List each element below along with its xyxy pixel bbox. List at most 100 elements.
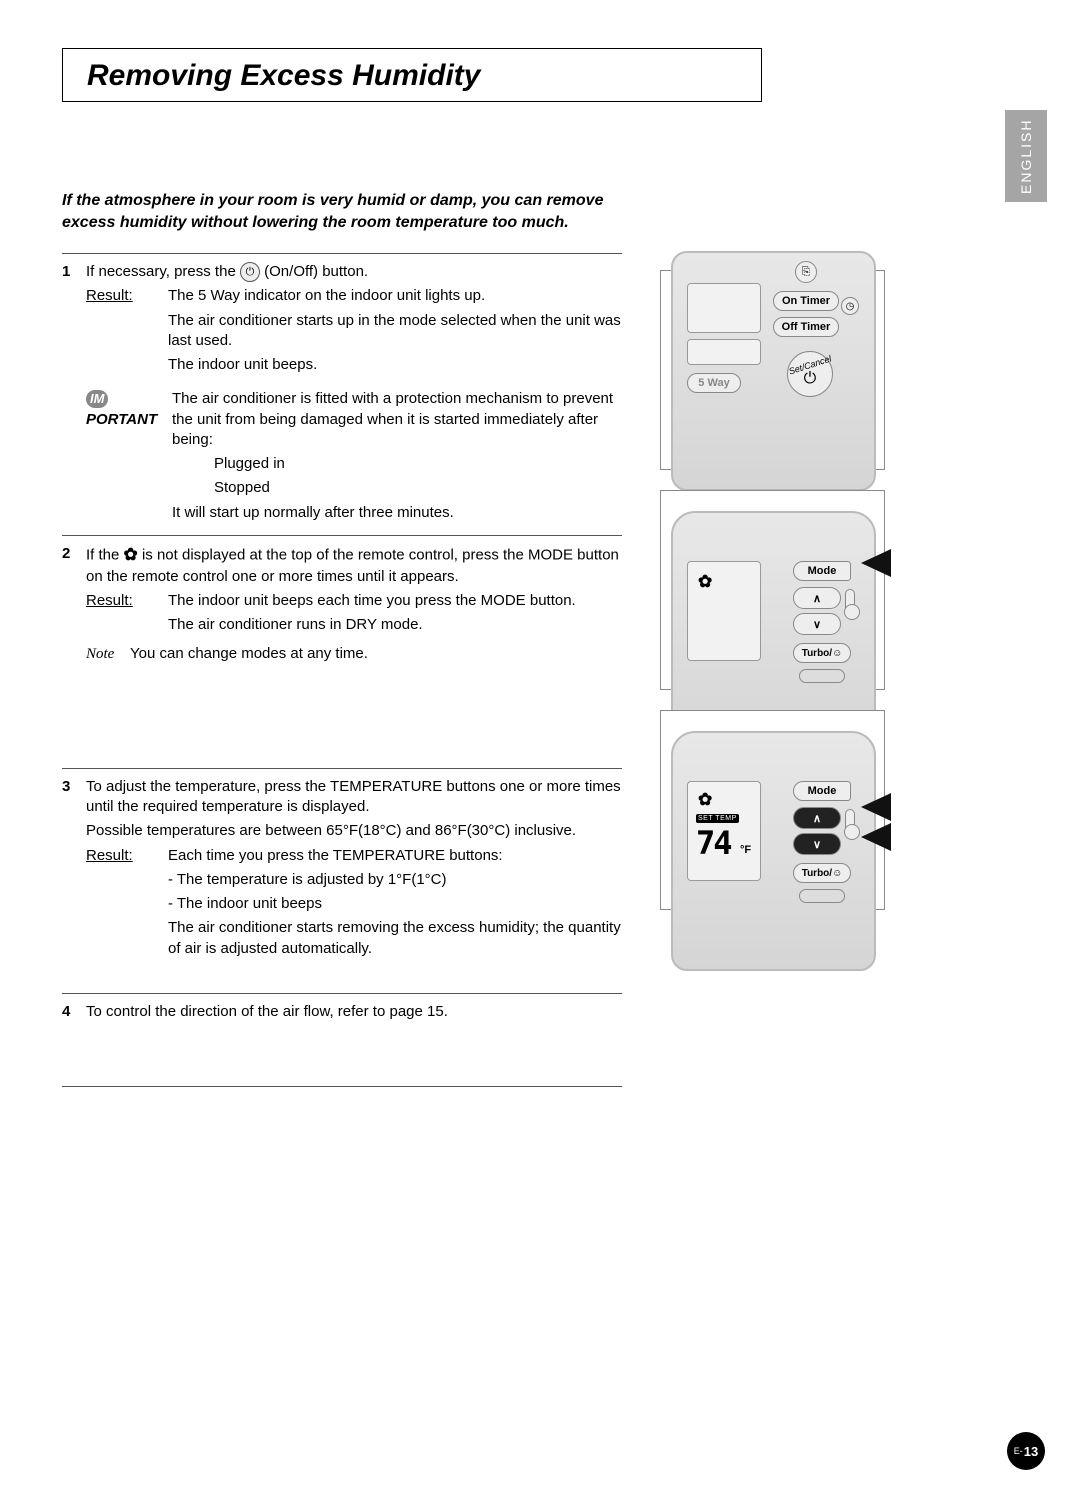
result-label: Result:: [86, 591, 168, 640]
page-number-badge: E-13: [1007, 1432, 1045, 1470]
step-number: 2: [62, 544, 86, 664]
text: The indoor unit beeps.: [168, 355, 622, 375]
text: If the: [86, 546, 119, 563]
mode-button: Mode: [793, 561, 851, 581]
text: Each time you press the TEMPERATURE butt…: [168, 846, 622, 866]
step-number: 3: [62, 777, 86, 963]
remote-body: ✿ SET TEMP 74 °F Mode ∧ ∨ Turbo/☺: [671, 731, 876, 971]
temp-up-button: ∧: [793, 807, 841, 829]
small-button: [799, 669, 845, 683]
pointer-arrow-icon: [861, 823, 891, 851]
remote-display: [687, 339, 761, 365]
manual-page: Removing Excess Humidity ENGLISH If the …: [0, 0, 1080, 1510]
language-tab: ENGLISH: [1005, 110, 1047, 202]
text: - The indoor unit beeps: [168, 894, 622, 914]
step-2: 2 If the ✿ is not displayed at the top o…: [62, 544, 622, 664]
separator: [62, 993, 622, 994]
remote-display: [687, 283, 761, 333]
text: It will start up normally after three mi…: [172, 503, 622, 523]
important-label: IM PORTANT: [70, 389, 172, 527]
step-number: 4: [62, 1002, 86, 1026]
intro-text: If the atmosphere in your room is very h…: [62, 190, 622, 233]
text: Plugged in: [172, 454, 622, 474]
text: - The temperature is adjusted by 1°F(1°C…: [168, 870, 622, 890]
temp-up-button: ∧: [793, 587, 841, 609]
text: PORTANT: [86, 411, 157, 428]
page-title-box: Removing Excess Humidity: [62, 48, 762, 102]
step-body: To control the direction of the air flow…: [86, 1002, 622, 1026]
step2-line: If the ✿ is not displayed at the top of …: [86, 544, 622, 587]
text: The air conditioner starts up in the mod…: [168, 311, 622, 352]
result-row: Result: The indoor unit beeps each time …: [86, 591, 622, 640]
step1-line: If necessary, press the ⏻ (On/Off) butto…: [86, 262, 622, 282]
text: To control the direction of the air flow…: [86, 1002, 622, 1022]
text: To adjust the temperature, press the TEM…: [86, 777, 622, 818]
important-badge-icon: IM: [86, 390, 108, 408]
thermometer-icon: [845, 589, 855, 617]
dry-mode-icon: ✿: [698, 790, 712, 810]
separator: [62, 253, 622, 254]
remote-illustration-2: ✿ Mode ∧ ∨ Turbo/☺: [660, 490, 885, 690]
step-4: 4 To control the direction of the air fl…: [62, 1002, 622, 1026]
set-cancel-power-button: Set/Cancel ⏻: [787, 351, 833, 397]
step-1: 1 If necessary, press the ⏻ (On/Off) but…: [62, 262, 622, 527]
pointer-arrow-icon: [861, 549, 891, 577]
temp-down-button: ∨: [793, 833, 841, 855]
result-label: Result:: [86, 286, 168, 379]
step-body: If the ✿ is not displayed at the top of …: [86, 544, 622, 664]
remote-display: ✿ SET TEMP 74 °F: [687, 781, 761, 881]
text: The indoor unit beeps each time you pres…: [168, 591, 622, 611]
step-body: If necessary, press the ⏻ (On/Off) butto…: [86, 262, 622, 527]
text: Possible temperatures are between 65°F(1…: [86, 821, 622, 841]
remote-display: ✿: [687, 561, 761, 661]
temp-down-button: ∨: [793, 613, 841, 635]
step-3: 3 To adjust the temperature, press the T…: [62, 777, 622, 963]
text: The air conditioner is fitted with a pro…: [172, 389, 622, 450]
step-body: To adjust the temperature, press the TEM…: [86, 777, 622, 963]
mode-button: Mode: [793, 781, 851, 801]
thermometer-icon: [845, 809, 855, 837]
result-text: The indoor unit beeps each time you pres…: [168, 591, 622, 640]
clock-icon: ◷: [841, 297, 859, 315]
turbo-button: Turbo/☺: [793, 643, 851, 663]
remote-illustration-1: 5 Way ⎘ On Timer ◷ Off Timer Set/Cancel …: [660, 270, 885, 470]
page-number: 13: [1024, 1444, 1038, 1459]
pointer-arrow-icon: [861, 793, 891, 821]
temperature-value: 74: [696, 824, 731, 862]
text: The 5 Way indicator on the indoor unit l…: [168, 286, 622, 306]
power-icon: ⏻: [804, 370, 817, 388]
note-text: You can change modes at any time.: [130, 644, 368, 664]
remote-illustration-3: ✿ SET TEMP 74 °F Mode ∧ ∨ Turbo/☺: [660, 710, 885, 910]
five-way-button: 5 Way: [687, 373, 741, 393]
turbo-button: Turbo/☺: [793, 863, 851, 883]
separator: [62, 768, 622, 769]
content-column: If the atmosphere in your room is very h…: [62, 190, 622, 1095]
text: Stopped: [172, 478, 622, 498]
dry-mode-icon: ✿: [698, 572, 712, 592]
set-temp-label: SET TEMP: [696, 814, 739, 823]
result-text: The 5 Way indicator on the indoor unit l…: [168, 286, 622, 379]
text: The air conditioner starts removing the …: [168, 918, 622, 959]
page-prefix: E-: [1014, 1446, 1023, 1456]
note-label: Note: [86, 644, 130, 664]
separator: [62, 535, 622, 536]
result-row: Result: The 5 Way indicator on the indoo…: [86, 286, 622, 379]
important-row: IM PORTANT The air conditioner is fitted …: [86, 389, 622, 527]
text: (On/Off) button.: [264, 263, 368, 280]
text: The air conditioner runs in DRY mode.: [168, 615, 622, 635]
text: is not displayed at the top of the remot…: [86, 546, 619, 585]
note-row: Note You can change modes at any time.: [86, 644, 622, 664]
dry-mode-icon: ✿: [124, 544, 138, 567]
ir-icon: ⎘: [795, 261, 817, 283]
separator: [62, 1086, 622, 1087]
small-button: [799, 889, 845, 903]
remote-body: 5 Way ⎘ On Timer ◷ Off Timer Set/Cancel …: [671, 251, 876, 491]
result-text: Each time you press the TEMPERATURE butt…: [168, 846, 622, 963]
important-body: The air conditioner is fitted with a pro…: [172, 389, 622, 527]
result-label: Result:: [86, 846, 168, 963]
text: If necessary, press the: [86, 263, 236, 280]
power-icon: ⏻: [240, 262, 260, 282]
result-row: Result: Each time you press the TEMPERAT…: [86, 846, 622, 963]
on-timer-button: On Timer: [773, 291, 839, 311]
off-timer-button: Off Timer: [773, 317, 839, 337]
